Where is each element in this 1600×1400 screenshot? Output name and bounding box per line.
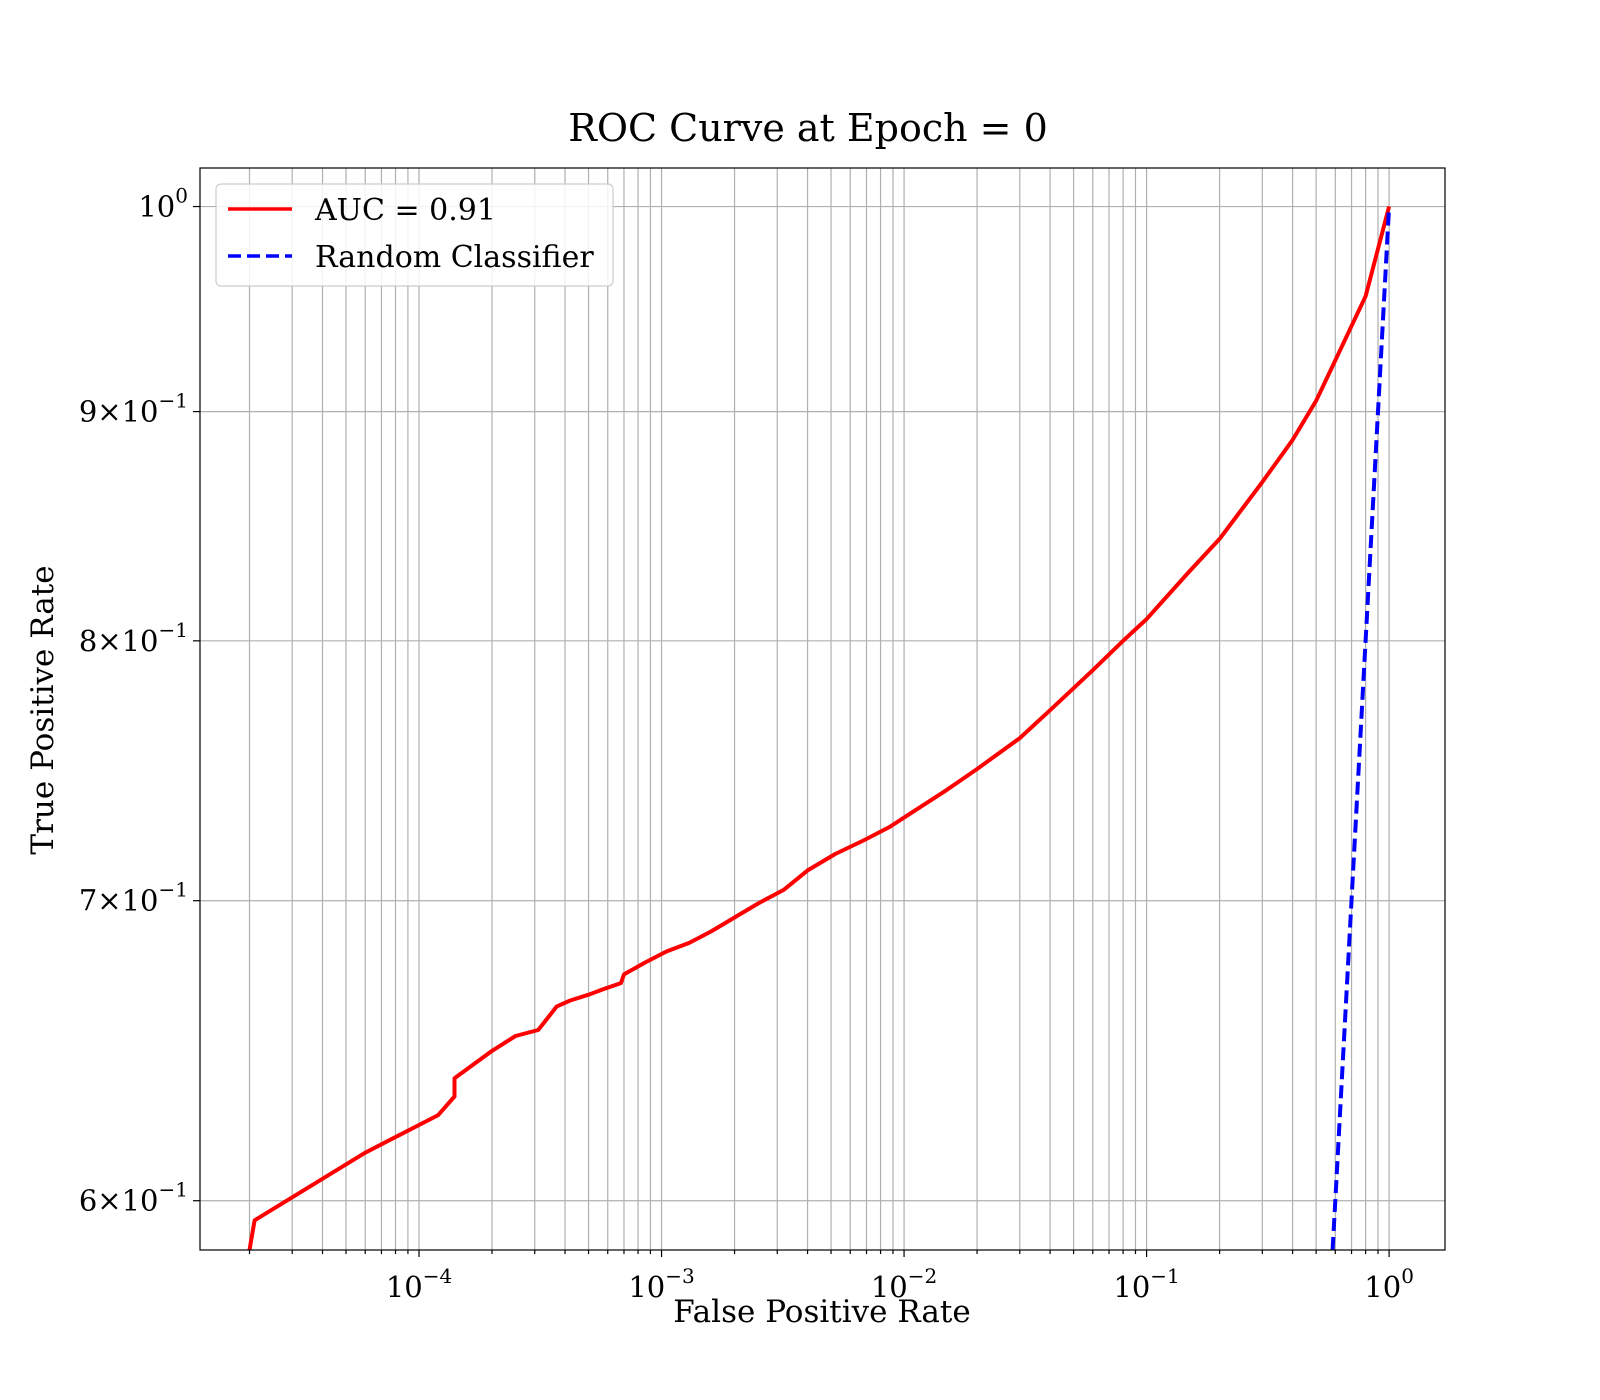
y-axis-ticks: 100 9×10−1 8×10−1 7×10−1 6×10−1 (79, 184, 200, 1218)
x-axis-ticks: 10−4 10−3 10−2 10−1 100 (248, 1250, 1414, 1304)
roc-curve-line (247, 205, 1392, 1251)
grid (200, 168, 1445, 1250)
y-axis-label: True Positive Rate (25, 565, 61, 854)
x-tick-label: 10−2 (871, 1264, 937, 1304)
legend-label-auc: AUC = 0.91 (314, 193, 496, 228)
y-tick-label: 6×10−1 (79, 1178, 188, 1218)
legend-label-random: Random Classifier (315, 240, 594, 275)
x-tick-label: 100 (1364, 1264, 1414, 1304)
plot-frame (199, 167, 1446, 1251)
legend: AUC = 0.91 Random Classifier (215, 183, 614, 287)
chart-title: ROC Curve at Epoch = 0 (568, 106, 1048, 150)
x-axis-label: False Positive Rate (673, 1294, 970, 1330)
y-tick-label: 100 (138, 184, 188, 224)
y-tick-label: 8×10−1 (79, 618, 188, 658)
x-tick-label: 10−3 (628, 1264, 694, 1304)
legend-box (215, 183, 614, 287)
plot-lines (247, 205, 1392, 1251)
random-classifier-line (1330, 206, 1392, 1251)
x-tick-label: 10−4 (386, 1264, 452, 1304)
y-tick-label: 9×10−1 (79, 389, 188, 429)
x-tick-label: 10−1 (1113, 1264, 1179, 1304)
y-tick-label: 7×10−1 (79, 878, 188, 918)
